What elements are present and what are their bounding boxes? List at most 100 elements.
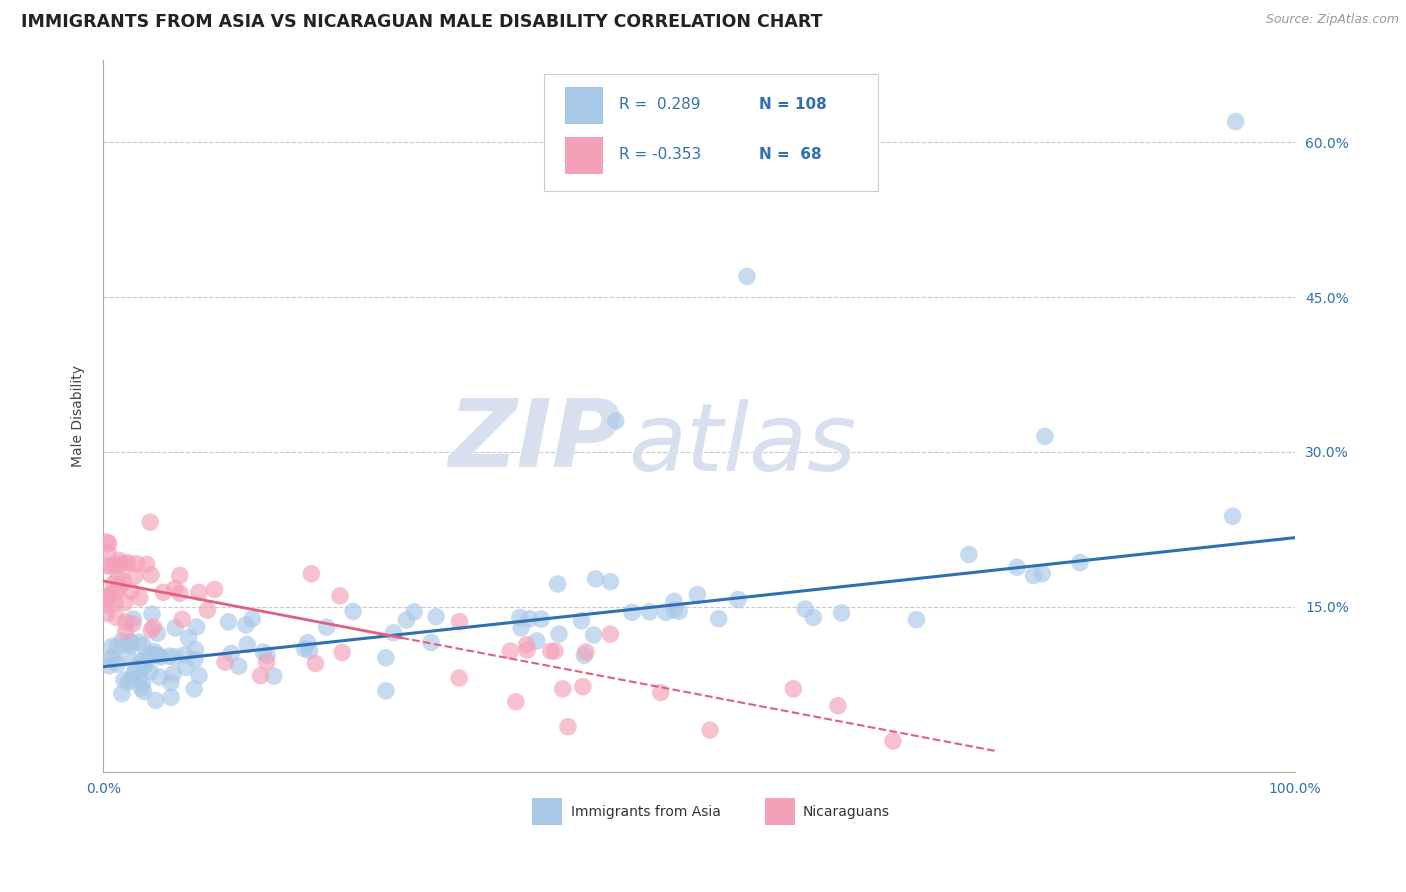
Point xyxy=(120,639,142,653)
Point xyxy=(575,645,598,659)
Point xyxy=(605,414,627,428)
FancyBboxPatch shape xyxy=(544,74,879,192)
Point xyxy=(621,605,644,619)
Point xyxy=(145,693,167,707)
Point xyxy=(111,687,134,701)
Point xyxy=(100,559,122,574)
Text: Source: ZipAtlas.com: Source: ZipAtlas.com xyxy=(1265,13,1399,27)
Point xyxy=(101,640,124,654)
Point xyxy=(782,681,804,696)
Point xyxy=(240,612,263,626)
Point xyxy=(298,644,321,658)
Point xyxy=(135,558,157,572)
Point xyxy=(557,720,579,734)
Point xyxy=(803,610,825,624)
Point xyxy=(794,602,817,616)
Point xyxy=(174,660,197,674)
Point xyxy=(157,649,180,664)
Text: Nicaraguans: Nicaraguans xyxy=(803,805,890,819)
Point xyxy=(650,685,672,699)
Point xyxy=(1005,560,1028,574)
Point xyxy=(114,556,136,570)
FancyBboxPatch shape xyxy=(565,136,603,174)
Point xyxy=(249,669,271,683)
Point xyxy=(551,681,574,696)
Point xyxy=(655,606,678,620)
Point xyxy=(526,634,548,648)
Point xyxy=(662,594,685,608)
Y-axis label: Male Disability: Male Disability xyxy=(72,365,86,467)
Point xyxy=(599,627,621,641)
Text: N =  68: N = 68 xyxy=(759,147,821,161)
Point xyxy=(132,639,155,653)
Point xyxy=(103,558,125,572)
Point xyxy=(256,655,278,669)
Point xyxy=(96,607,118,621)
Point xyxy=(197,603,219,617)
Point xyxy=(827,698,849,713)
Point xyxy=(547,577,569,591)
Point xyxy=(132,659,155,673)
Point xyxy=(519,612,541,626)
Point xyxy=(582,628,605,642)
Point xyxy=(120,634,142,648)
Point xyxy=(214,655,236,669)
Point xyxy=(162,666,184,681)
Point xyxy=(132,654,155,668)
Point xyxy=(256,648,278,663)
Text: atlas: atlas xyxy=(627,399,856,490)
Point xyxy=(159,675,181,690)
Point xyxy=(139,665,162,679)
Point xyxy=(105,657,128,672)
Point xyxy=(128,591,150,605)
Point xyxy=(184,642,207,657)
Point xyxy=(831,606,853,620)
Point xyxy=(252,645,274,659)
Point xyxy=(122,612,145,626)
Point xyxy=(505,695,527,709)
Point xyxy=(686,588,709,602)
Point xyxy=(165,621,187,635)
Point xyxy=(235,618,257,632)
Point xyxy=(134,657,156,672)
Point xyxy=(1031,566,1053,581)
Point xyxy=(142,648,165,662)
Point xyxy=(139,567,162,582)
Point xyxy=(382,625,405,640)
FancyBboxPatch shape xyxy=(765,798,794,825)
Point xyxy=(294,641,316,656)
Point xyxy=(228,659,250,673)
Point xyxy=(96,535,118,549)
Text: N = 108: N = 108 xyxy=(759,97,827,112)
Point xyxy=(97,536,120,550)
Point xyxy=(304,657,326,671)
Point xyxy=(107,570,129,584)
Text: ZIP: ZIP xyxy=(449,395,621,487)
Point xyxy=(905,613,928,627)
Point xyxy=(98,588,121,602)
Point xyxy=(107,639,129,653)
Point xyxy=(177,631,200,645)
Point xyxy=(96,589,118,603)
Point xyxy=(540,644,562,658)
Point xyxy=(117,556,139,570)
FancyBboxPatch shape xyxy=(533,798,562,825)
Point xyxy=(128,635,150,649)
Point xyxy=(139,515,162,529)
Point xyxy=(957,548,980,562)
Point xyxy=(574,648,596,663)
Point xyxy=(96,598,118,612)
Point xyxy=(149,649,172,664)
Point xyxy=(96,558,118,573)
Point xyxy=(184,652,207,666)
Point xyxy=(97,545,120,559)
Point xyxy=(141,607,163,621)
Point xyxy=(149,670,172,684)
Point xyxy=(548,627,571,641)
Point xyxy=(1022,568,1045,582)
Point xyxy=(707,612,730,626)
Point xyxy=(342,605,364,619)
Point xyxy=(108,580,131,594)
Point xyxy=(174,648,197,662)
Point xyxy=(510,621,533,635)
